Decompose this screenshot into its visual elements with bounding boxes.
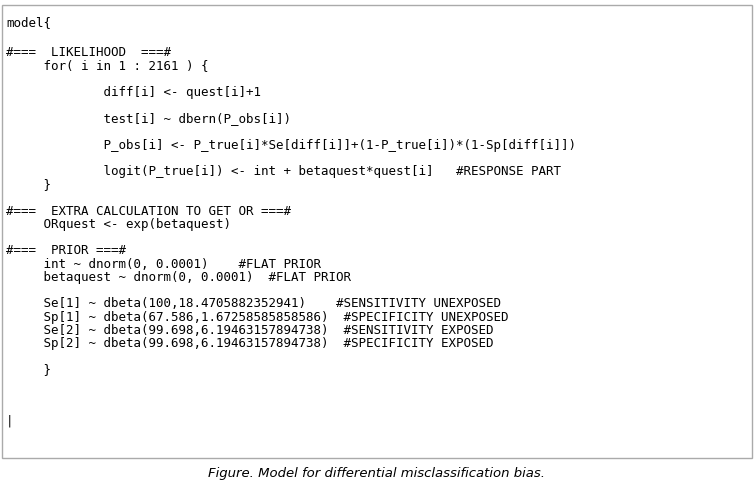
Text: diff[i] <- quest[i]+1: diff[i] <- quest[i]+1 xyxy=(6,86,261,98)
Text: ORquest <- exp(betaquest): ORquest <- exp(betaquest) xyxy=(6,218,231,231)
Text: P_obs[i] <- P_true[i]*Se[diff[i]]+(1-P_true[i])*(1-Sp[diff[i]]): P_obs[i] <- P_true[i]*Se[diff[i]]+(1-P_t… xyxy=(6,139,576,151)
Text: Sp[2] ~ dbeta(99.698,6.19463157894738)  #SPECIFICITY EXPOSED: Sp[2] ~ dbeta(99.698,6.19463157894738) #… xyxy=(6,337,494,350)
Text: model{: model{ xyxy=(6,16,51,28)
Text: #===  PRIOR ===#: #=== PRIOR ===# xyxy=(6,245,126,257)
Text: int ~ dnorm(0, 0.0001)    #FLAT PRIOR: int ~ dnorm(0, 0.0001) #FLAT PRIOR xyxy=(6,258,321,270)
Text: for( i in 1 : 2161 ) {: for( i in 1 : 2161 ) { xyxy=(6,59,209,72)
Text: }: } xyxy=(6,178,51,191)
Text: logit(P_true[i]) <- int + betaquest*quest[i]   #RESPONSE PART: logit(P_true[i]) <- int + betaquest*ques… xyxy=(6,165,561,178)
Text: #===  LIKELIHOOD  ===#: #=== LIKELIHOOD ===# xyxy=(6,46,171,59)
Text: test[i] ~ dbern(P_obs[i]): test[i] ~ dbern(P_obs[i]) xyxy=(6,112,291,125)
Text: |: | xyxy=(6,415,14,428)
Text: Figure. Model for differential misclassification bias.: Figure. Model for differential misclassi… xyxy=(209,467,545,480)
Text: Se[2] ~ dbeta(99.698,6.19463157894738)  #SENSITIVITY EXPOSED: Se[2] ~ dbeta(99.698,6.19463157894738) #… xyxy=(6,324,494,337)
Text: Se[1] ~ dbeta(100,18.4705882352941)    #SENSITIVITY UNEXPOSED: Se[1] ~ dbeta(100,18.4705882352941) #SEN… xyxy=(6,297,501,310)
Text: Sp[1] ~ dbeta(67.586,1.67258585858586)  #SPECIFICITY UNEXPOSED: Sp[1] ~ dbeta(67.586,1.67258585858586) #… xyxy=(6,311,508,323)
Text: betaquest ~ dnorm(0, 0.0001)  #FLAT PRIOR: betaquest ~ dnorm(0, 0.0001) #FLAT PRIOR xyxy=(6,271,351,284)
Text: }: } xyxy=(6,364,51,376)
Text: #===  EXTRA CALCULATION TO GET OR ===#: #=== EXTRA CALCULATION TO GET OR ===# xyxy=(6,205,291,218)
